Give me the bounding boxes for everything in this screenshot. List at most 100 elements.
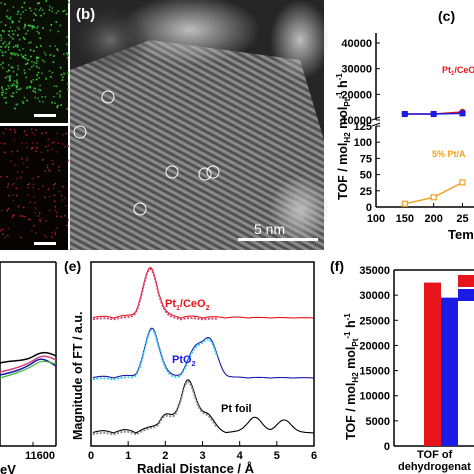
eds-green-dot bbox=[50, 24, 53, 26]
eds-green-dot bbox=[34, 8, 37, 10]
e-curve bbox=[92, 267, 314, 319]
panel-b: (b) 5 nm bbox=[70, 0, 330, 250]
eds-green-dot bbox=[13, 52, 16, 55]
eds-green-dot bbox=[28, 42, 30, 44]
eds-green-dot bbox=[24, 25, 26, 27]
eds-green-dot bbox=[33, 12, 36, 15]
eds-green-dot bbox=[50, 76, 52, 78]
eds-red-dot bbox=[32, 186, 34, 189]
c-ytick-label: 30000 bbox=[341, 64, 372, 76]
eds-green-dot bbox=[16, 85, 18, 87]
eds-red-dot bbox=[28, 183, 31, 185]
c-ylabel: TOF / molH2 molPt-1 h-1 bbox=[335, 73, 352, 200]
eds-red-dot bbox=[7, 208, 9, 210]
eds-green-dot bbox=[25, 32, 27, 35]
eds-green-dot bbox=[51, 71, 54, 74]
f-ytick-label: 15000 bbox=[359, 366, 390, 378]
eds-green-dot bbox=[37, 57, 39, 59]
eds-green-dot bbox=[9, 78, 11, 80]
eds-green-dot bbox=[4, 46, 7, 48]
eds-red-dot bbox=[57, 142, 59, 144]
eds-green-dot bbox=[27, 24, 30, 27]
eds-green-dot bbox=[20, 87, 22, 90]
eds-green-dot bbox=[57, 10, 59, 12]
eds-green-dot bbox=[0, 46, 2, 48]
eds-red-dot bbox=[24, 215, 26, 218]
eds-green-dot bbox=[38, 9, 41, 11]
eds-red-dot bbox=[12, 214, 14, 217]
panel-d: 11600 eV bbox=[0, 261, 57, 474]
eds-green-dot bbox=[5, 101, 7, 104]
eds-red-dot bbox=[54, 233, 56, 235]
eds-green-dot bbox=[4, 24, 7, 26]
eds-red-dot bbox=[61, 199, 63, 201]
eds-green-dot bbox=[9, 18, 11, 20]
eds-green-dot bbox=[22, 36, 25, 39]
eds-green-dot bbox=[45, 78, 47, 80]
c-yticks: 10000 20000 30000 40000 0 25 50 75 100 125 bbox=[341, 38, 380, 214]
eds-green-dot bbox=[67, 72, 69, 75]
eds-green-dot bbox=[29, 24, 32, 27]
eds-green-dot bbox=[64, 9, 66, 12]
eds-green-dot bbox=[66, 13, 68, 15]
eds-red-dot bbox=[16, 150, 19, 153]
eds-green-dot bbox=[33, 87, 35, 90]
eds-green-dot bbox=[59, 96, 61, 98]
c-point bbox=[459, 179, 466, 186]
eds-green-dot bbox=[10, 36, 12, 38]
eds-red-dot bbox=[29, 201, 31, 203]
eds-red-dot bbox=[23, 130, 26, 132]
eds-green-dot bbox=[17, 34, 19, 36]
eds-green-dot bbox=[30, 41, 32, 44]
eds-red-dot bbox=[14, 129, 16, 131]
eds-red-dot bbox=[2, 233, 4, 235]
eds-green-dot bbox=[35, 58, 38, 60]
eds-green-dot bbox=[51, 7, 54, 9]
eds-green-dot bbox=[5, 88, 8, 90]
eds-green-dot bbox=[40, 14, 42, 17]
eds-red-dot bbox=[39, 212, 41, 214]
eds-green-dot bbox=[66, 83, 69, 86]
eds-green-dot bbox=[43, 61, 46, 63]
eds-green-dot bbox=[48, 70, 51, 72]
eds-red-dot bbox=[26, 159, 28, 161]
eds-red-dot bbox=[21, 158, 24, 161]
eds-green-dot bbox=[55, 21, 58, 23]
eds-green-dot bbox=[34, 96, 37, 99]
eds-red-dot bbox=[34, 211, 36, 214]
eds-green-dot bbox=[37, 71, 40, 74]
f-ytick-label: 10000 bbox=[359, 391, 390, 403]
f-xlabel-2: dehydrogenat bbox=[398, 461, 471, 473]
eds-red-dot bbox=[39, 220, 42, 222]
eds-red-dot bbox=[0, 142, 2, 144]
eds-red-dot bbox=[20, 176, 22, 179]
eds-green-dot bbox=[8, 64, 10, 66]
d-xtick-label: 11600 bbox=[25, 450, 55, 462]
eds-red-dot bbox=[45, 145, 47, 148]
eds-green-dot bbox=[8, 76, 11, 78]
eds-red-dot bbox=[62, 134, 65, 136]
e-ylabel: Magnitude of FT / a.u. bbox=[71, 312, 85, 440]
eds-red-dot bbox=[42, 159, 44, 161]
eds-red-dot bbox=[55, 212, 58, 214]
eds-red-dot bbox=[60, 216, 62, 218]
eds-green-dot bbox=[25, 63, 27, 65]
eds-red-dot bbox=[28, 218, 30, 221]
eds-green-dot bbox=[39, 84, 41, 87]
eds-green-dot bbox=[20, 53, 23, 56]
eds-red-dot bbox=[48, 209, 51, 212]
eds-green-dot bbox=[40, 7, 42, 10]
eds-green-dot bbox=[23, 38, 26, 40]
eds-green-dot bbox=[16, 53, 18, 55]
panel-e: (e) 0 1 2 3 4 5 6 Pt1/CeO2 PtO2 Pt foil Magnit… bbox=[64, 258, 317, 474]
eds-green-dot bbox=[40, 45, 42, 47]
eds-red-dot bbox=[16, 171, 18, 173]
eds-green-dot bbox=[66, 36, 68, 38]
eds-green-dot bbox=[21, 6, 23, 9]
eds-red-dot bbox=[6, 209, 8, 212]
eds-green-dot bbox=[32, 25, 34, 27]
eds-green-dot bbox=[16, 79, 18, 82]
e-label-ptfoil: Pt foil bbox=[221, 403, 252, 415]
eds-green-dot bbox=[44, 96, 47, 98]
c-legend-ptal: 5% Pt/A bbox=[432, 149, 466, 159]
